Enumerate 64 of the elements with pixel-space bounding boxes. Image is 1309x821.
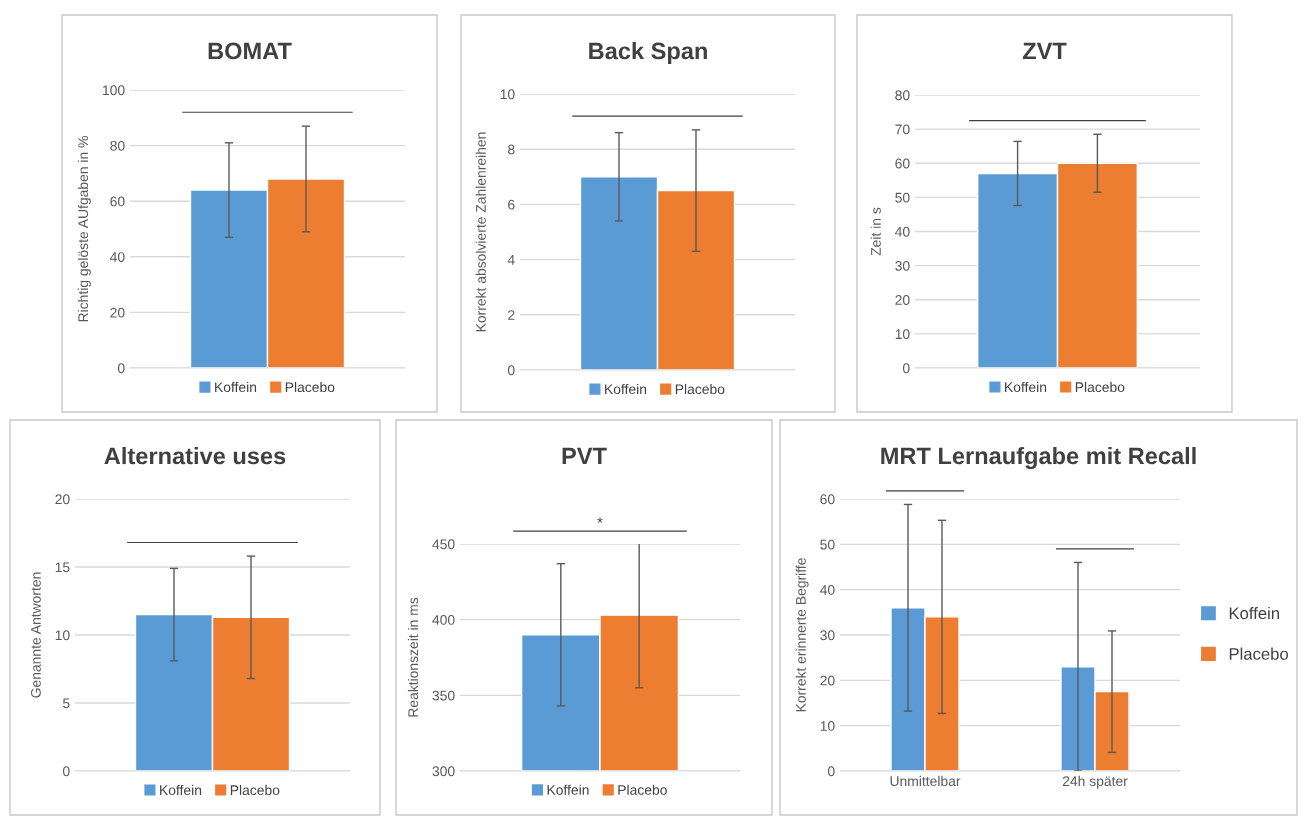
legend-label: Placebo [618,784,667,795]
y-tick-label: 0 [827,766,835,777]
y-tick-label: 300 [432,766,455,777]
y-tick-label: 400 [432,615,455,625]
y-tick-label: 450 [432,539,455,550]
chart-title: ZVT [1022,42,1067,60]
legend-label: Koffein [1005,381,1047,393]
text: * [597,517,603,523]
legend-label: Koffein [160,784,202,796]
legend-label: Koffein [605,383,647,395]
y-tick-label: 20 [55,494,70,505]
y-tick-label: 20 [820,675,835,686]
y-tick-label: 0 [62,766,70,777]
legend-label: Koffein [215,381,257,393]
y-tick-label: 0 [902,363,910,374]
y-tick-label: 80 [110,140,125,151]
y-tick-label: 5 [62,698,70,709]
y-tick-label: 40 [895,226,910,237]
y-tick-label: 40 [110,252,125,262]
y-tick-label: 80 [895,90,910,101]
y-tick-label: 50 [820,539,835,550]
y-axis-title: Genannte Antworten [31,572,41,698]
legend-label: Placebo [230,784,280,796]
y-tick-label: 60 [895,158,910,169]
y-tick-label: 70 [895,124,910,135]
y-tick-label: 20 [110,307,125,318]
x-tick-label: Unmittelbar [890,775,961,787]
y-tick-label: 350 [432,690,455,701]
y-tick-label: 60 [820,494,835,505]
chart-title: MRT Lernaufgabe mit Recall [881,446,1196,470]
y-tick-label: 10 [500,89,515,100]
legend-label: Koffein [1229,606,1279,620]
y-tick-label: 6 [508,199,515,210]
y-tick-label: 15 [55,562,70,573]
y-tick-label: 10 [895,329,910,340]
y-tick-label: 30 [895,260,910,271]
legend-label: Placebo [675,383,725,395]
y-tick-label: 0 [117,363,125,374]
chart-title: PVT [562,447,607,465]
y-axis-title: Zeit in s [870,207,881,256]
y-tick-label: 40 [820,585,835,595]
y-axis-title: Reaktionszeit in ms [407,597,419,717]
legend-label: Placebo [1229,647,1288,660]
y-tick-label: 30 [820,630,835,641]
chart-title: BOMAT [208,42,292,60]
chart-title: Back Span [589,42,707,64]
y-tick-label: 20 [895,295,910,305]
y-tick-label: 8 [508,144,515,155]
legend-label: Koffein [547,784,589,795]
y-axis-title: Richtig gelöste AUfgaben in % [77,136,91,322]
y-tick-label: 4 [507,255,515,265]
x-tick-label: 24h später [1062,775,1128,789]
legend-label: Placebo [285,381,335,393]
y-tick-label: 0 [507,365,515,376]
y-tick-label: 10 [820,721,835,731]
y-tick-label: 60 [110,196,125,207]
y-tick-label: 2 [508,310,515,320]
y-tick-label: 10 [55,630,70,641]
legend-label: Placebo [1075,381,1125,393]
y-tick-label: 50 [895,192,910,203]
y-axis-title: Korrekt absolvierte Zahlenreihen [475,132,486,332]
chart-title: Alternative uses [104,446,286,465]
y-tick-label: 100 [103,85,125,96]
y-axis-title: Korrekt erinnerte Begriffe [795,558,809,712]
